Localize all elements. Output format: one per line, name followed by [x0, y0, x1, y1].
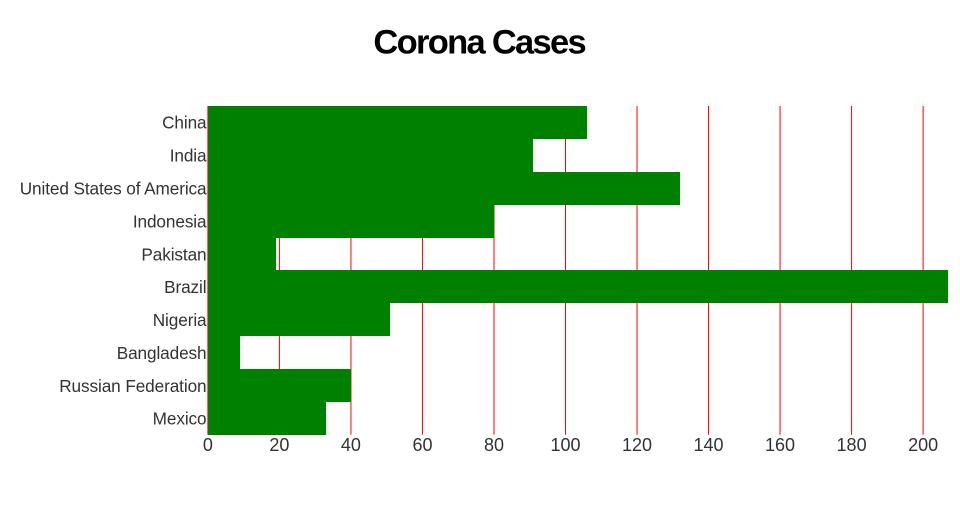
svg-text:Corona Cases: Corona Cases	[373, 24, 585, 62]
svg-text:Nigeria: Nigeria	[153, 310, 207, 330]
svg-text:60: 60	[412, 435, 432, 455]
svg-text:140: 140	[694, 435, 724, 455]
svg-text:100: 100	[550, 435, 580, 455]
svg-text:Pakistan: Pakistan	[141, 244, 206, 264]
svg-text:Brazil: Brazil	[164, 277, 206, 297]
svg-text:200: 200	[908, 435, 938, 455]
svg-text:0: 0	[203, 435, 213, 455]
svg-text:Mexico: Mexico	[153, 409, 207, 429]
svg-text:120: 120	[622, 435, 652, 455]
svg-text:China: China	[162, 113, 207, 133]
svg-text:Indonesia: Indonesia	[133, 211, 207, 231]
svg-text:Bangladesh: Bangladesh	[117, 343, 207, 363]
svg-text:United States of America: United States of America	[20, 179, 207, 199]
svg-text:40: 40	[341, 435, 361, 455]
svg-text:20: 20	[269, 435, 289, 455]
svg-text:80: 80	[484, 435, 504, 455]
svg-text:180: 180	[837, 435, 867, 455]
svg-text:160: 160	[765, 435, 795, 455]
svg-text:Russian Federation: Russian Federation	[59, 376, 206, 396]
svg-text:India: India	[170, 146, 207, 166]
